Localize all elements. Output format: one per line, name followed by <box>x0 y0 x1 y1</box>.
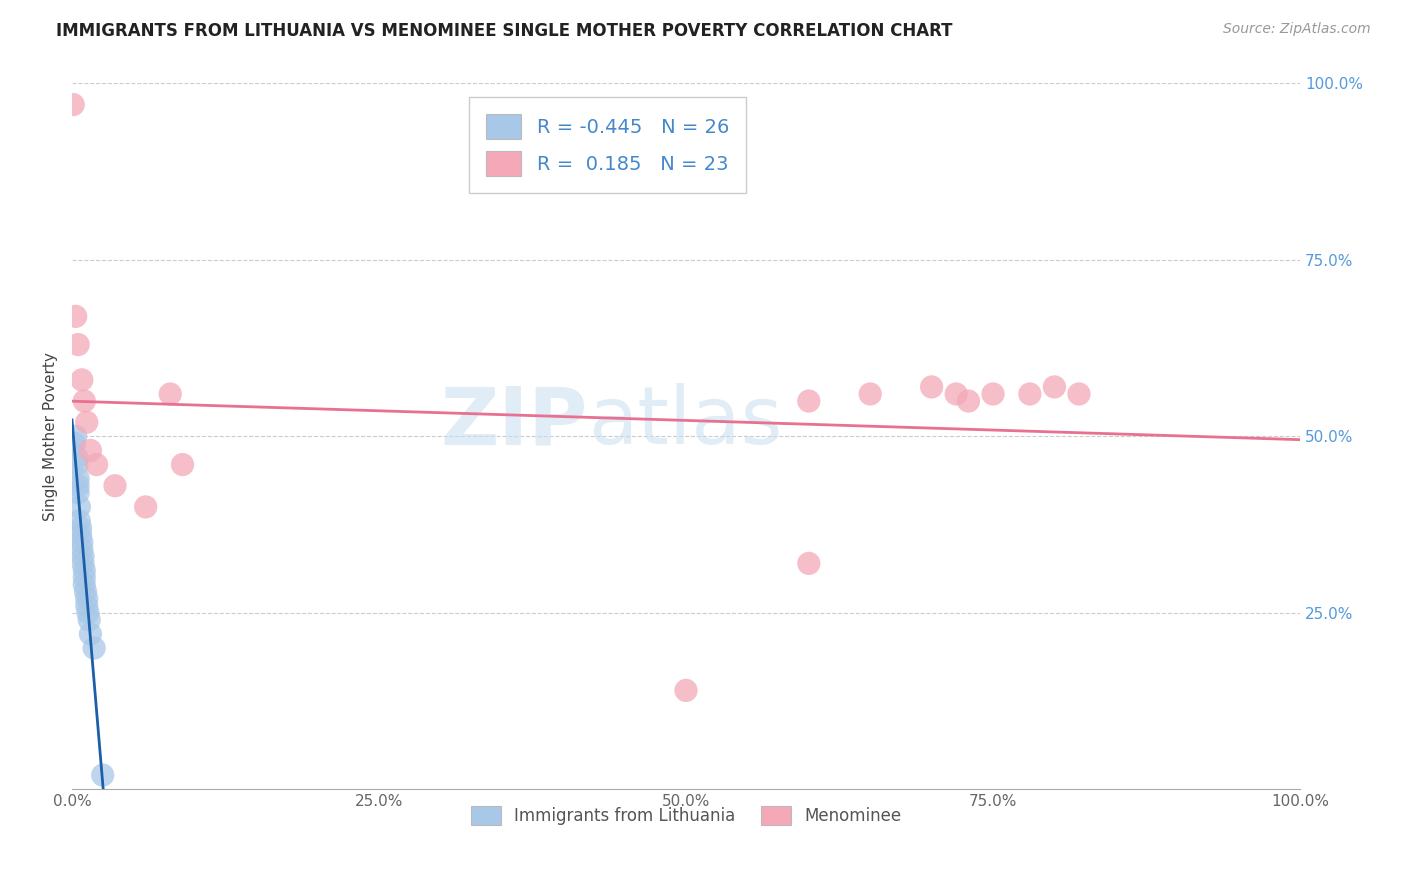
Point <box>65 429 87 443</box>
Point <box>1067 387 1090 401</box>
Point <box>76 591 98 606</box>
Point <box>73 563 96 577</box>
Point <box>172 458 194 472</box>
Point <box>981 387 1004 401</box>
Point <box>79 443 101 458</box>
Point <box>76 599 98 613</box>
Text: Source: ZipAtlas.com: Source: ZipAtlas.com <box>1223 22 1371 37</box>
Point <box>86 458 108 472</box>
Text: IMMIGRANTS FROM LITHUANIA VS MENOMINEE SINGLE MOTHER POVERTY CORRELATION CHART: IMMIGRANTS FROM LITHUANIA VS MENOMINEE S… <box>56 22 953 40</box>
Point <box>859 387 882 401</box>
Point <box>70 373 93 387</box>
Point <box>91 768 114 782</box>
Point <box>675 683 697 698</box>
Text: ZIP: ZIP <box>440 384 588 461</box>
Y-axis label: Single Mother Poverty: Single Mother Poverty <box>44 351 58 521</box>
Point <box>72 549 94 564</box>
Point <box>957 394 980 409</box>
Text: atlas: atlas <box>588 384 782 461</box>
Point <box>65 310 87 324</box>
Point <box>76 415 98 429</box>
Point <box>69 521 91 535</box>
Point <box>945 387 967 401</box>
Point <box>135 500 157 514</box>
Point <box>1018 387 1040 401</box>
Point <box>67 472 90 486</box>
Point <box>797 557 820 571</box>
Point <box>67 500 90 514</box>
Point <box>83 641 105 656</box>
Point <box>77 606 100 620</box>
Point <box>70 542 93 557</box>
Point <box>1043 380 1066 394</box>
Point <box>67 485 90 500</box>
Point <box>72 557 94 571</box>
Point <box>797 394 820 409</box>
Point <box>73 570 96 584</box>
Point <box>62 97 84 112</box>
Point <box>73 577 96 591</box>
Point <box>75 584 97 599</box>
Point <box>66 458 89 472</box>
Point <box>66 450 89 465</box>
Point <box>67 479 90 493</box>
Point <box>77 613 100 627</box>
Point <box>63 436 86 450</box>
Point <box>69 528 91 542</box>
Point <box>79 627 101 641</box>
Point <box>159 387 181 401</box>
Point <box>70 535 93 549</box>
Point <box>73 394 96 409</box>
Point <box>67 337 90 351</box>
Point <box>104 479 127 493</box>
Legend: Immigrants from Lithuania, Menominee: Immigrants from Lithuania, Menominee <box>463 798 910 834</box>
Point <box>921 380 943 394</box>
Point <box>67 514 90 528</box>
